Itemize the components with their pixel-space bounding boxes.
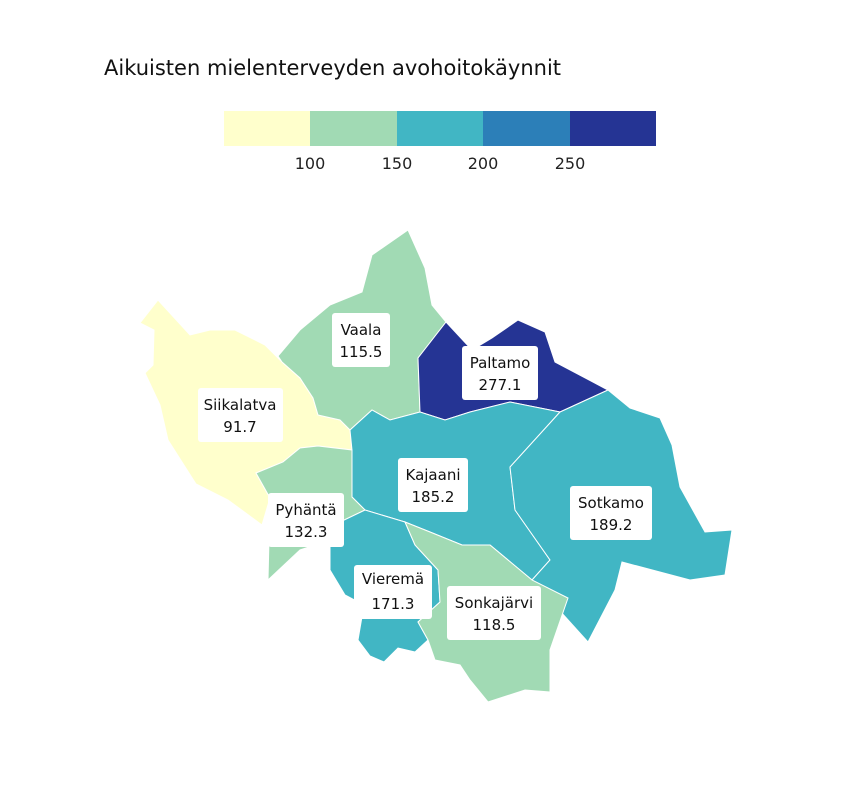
- legend-bar: [224, 111, 657, 146]
- legend-tick-150: 150: [381, 154, 413, 173]
- color-legend: 100 150 200 250: [224, 111, 657, 173]
- label-paltamo: Paltamo 277.1: [462, 346, 538, 400]
- label-vierema: Vieremä 171.3: [354, 565, 432, 619]
- label-name-paltamo: Paltamo: [470, 354, 531, 372]
- legend-swatch-4: [483, 111, 570, 146]
- label-siikalatva: Siikalatva 91.7: [198, 388, 283, 442]
- label-box-kajaani: [398, 458, 468, 512]
- label-name-kajaani: Kajaani: [406, 466, 461, 484]
- label-name-vierema: Vieremä: [362, 570, 424, 588]
- label-box-vaala: [332, 313, 390, 367]
- label-pyhanta: Pyhäntä 132.3: [268, 493, 344, 547]
- label-sonkajarvi: Sonkajärvi 118.5: [447, 586, 541, 640]
- legend-swatch-5: [569, 111, 657, 146]
- label-box-paltamo: [462, 346, 538, 400]
- label-kajaani: Kajaani 185.2: [398, 458, 468, 512]
- legend-swatch-3: [396, 111, 484, 146]
- legend-tick-250: 250: [554, 154, 586, 173]
- legend-tick-100: 100: [294, 154, 326, 173]
- label-name-sotkamo: Sotkamo: [578, 494, 644, 512]
- label-name-vaala: Vaala: [341, 321, 382, 339]
- label-box-pyhanta: [268, 493, 344, 547]
- label-value-pyhanta: 132.3: [285, 523, 328, 541]
- label-name-sonkajarvi: Sonkajärvi: [455, 594, 533, 612]
- legend-swatch-2: [310, 111, 397, 146]
- label-box-sonkajarvi: [447, 586, 541, 640]
- label-value-sotkamo: 189.2: [590, 516, 633, 534]
- label-value-kajaani: 185.2: [412, 488, 455, 506]
- label-value-sonkajarvi: 118.5: [473, 616, 516, 634]
- label-name-siikalatva: Siikalatva: [204, 396, 277, 414]
- label-name-pyhanta: Pyhäntä: [275, 501, 336, 519]
- label-value-vierema: 171.3: [372, 595, 415, 613]
- label-vaala: Vaala 115.5: [332, 313, 390, 367]
- label-value-paltamo: 277.1: [479, 376, 522, 394]
- label-value-vaala: 115.5: [340, 343, 383, 361]
- legend-tick-200: 200: [467, 154, 499, 173]
- map-title: Aikuisten mielenterveyden avohoitokäynni…: [104, 56, 562, 80]
- label-value-siikalatva: 91.7: [223, 418, 256, 436]
- legend-swatch-1: [224, 111, 311, 146]
- label-box-siikalatva: [198, 388, 283, 442]
- label-box-vierema: [354, 565, 432, 619]
- label-box-sotkamo: [570, 486, 652, 540]
- labels-layer: Siikalatva 91.7 Vaala 115.5 Paltamo 277.…: [198, 313, 652, 640]
- label-sotkamo: Sotkamo 189.2: [570, 486, 652, 540]
